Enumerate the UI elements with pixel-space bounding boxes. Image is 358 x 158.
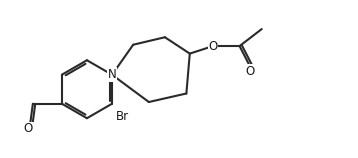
- Text: O: O: [246, 65, 255, 78]
- Text: O: O: [208, 40, 218, 53]
- Text: N: N: [108, 68, 116, 81]
- Text: Br: Br: [115, 110, 129, 123]
- Text: O: O: [24, 122, 33, 135]
